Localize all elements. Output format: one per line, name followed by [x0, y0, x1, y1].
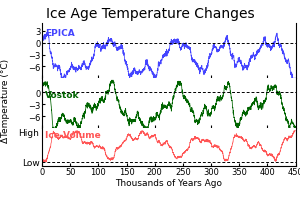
Text: Low: Low	[22, 159, 40, 167]
Text: Vostok: Vostok	[45, 91, 79, 100]
Text: Ice Age Temperature Changes: Ice Age Temperature Changes	[46, 7, 254, 21]
Text: ΔTemperature (°C): ΔTemperature (°C)	[2, 58, 10, 142]
Text: Ice Volume: Ice Volume	[45, 130, 100, 139]
Text: High: High	[19, 129, 40, 138]
X-axis label: Thousands of Years Ago: Thousands of Years Ago	[115, 178, 222, 187]
Text: EPICA: EPICA	[45, 29, 75, 38]
